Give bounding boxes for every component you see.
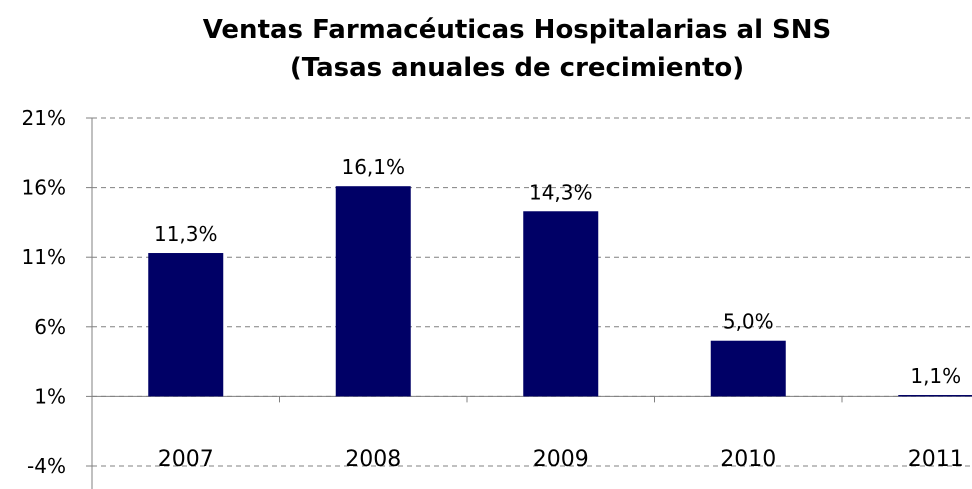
bar-2011 [898, 395, 972, 397]
data-label: 5,0% [723, 310, 774, 334]
bar-2010 [710, 340, 786, 397]
data-labels: 11,3% 16,1% 14,3% 5,0% 1,1% [154, 155, 961, 388]
bar-2007 [148, 253, 224, 397]
data-label: 1,1% [910, 364, 961, 388]
y-tick-label: -4% [27, 454, 66, 478]
x-tick-label: 2009 [533, 447, 589, 472]
y-tick-label: 6% [34, 315, 66, 339]
y-axis-ticks: 21% 16% 11% 6% 1% -4% [22, 106, 66, 478]
x-axis-ticks: 2007 2008 2009 2010 2011 [158, 447, 964, 472]
x-tick-label: 2007 [158, 447, 214, 472]
bar-2008 [335, 186, 411, 397]
x-tick-label: 2010 [720, 447, 776, 472]
data-label: 16,1% [341, 155, 405, 179]
bars [148, 186, 972, 397]
y-tick-label: 1% [34, 384, 66, 408]
x-tick-label: 2011 [908, 447, 964, 472]
chart-subtitle: (Tasas anuales de crecimiento) [290, 53, 744, 83]
chart-title: Ventas Farmacéuticas Hospitalarias al SN… [203, 15, 832, 45]
y-tick-label: 21% [22, 106, 66, 130]
y-tick-label: 16% [22, 176, 66, 200]
y-tick-label: 11% [22, 245, 66, 269]
data-label: 11,3% [154, 222, 218, 246]
bar-2009 [523, 211, 599, 397]
data-label: 14,3% [529, 180, 593, 204]
x-tick-label: 2008 [345, 447, 401, 472]
